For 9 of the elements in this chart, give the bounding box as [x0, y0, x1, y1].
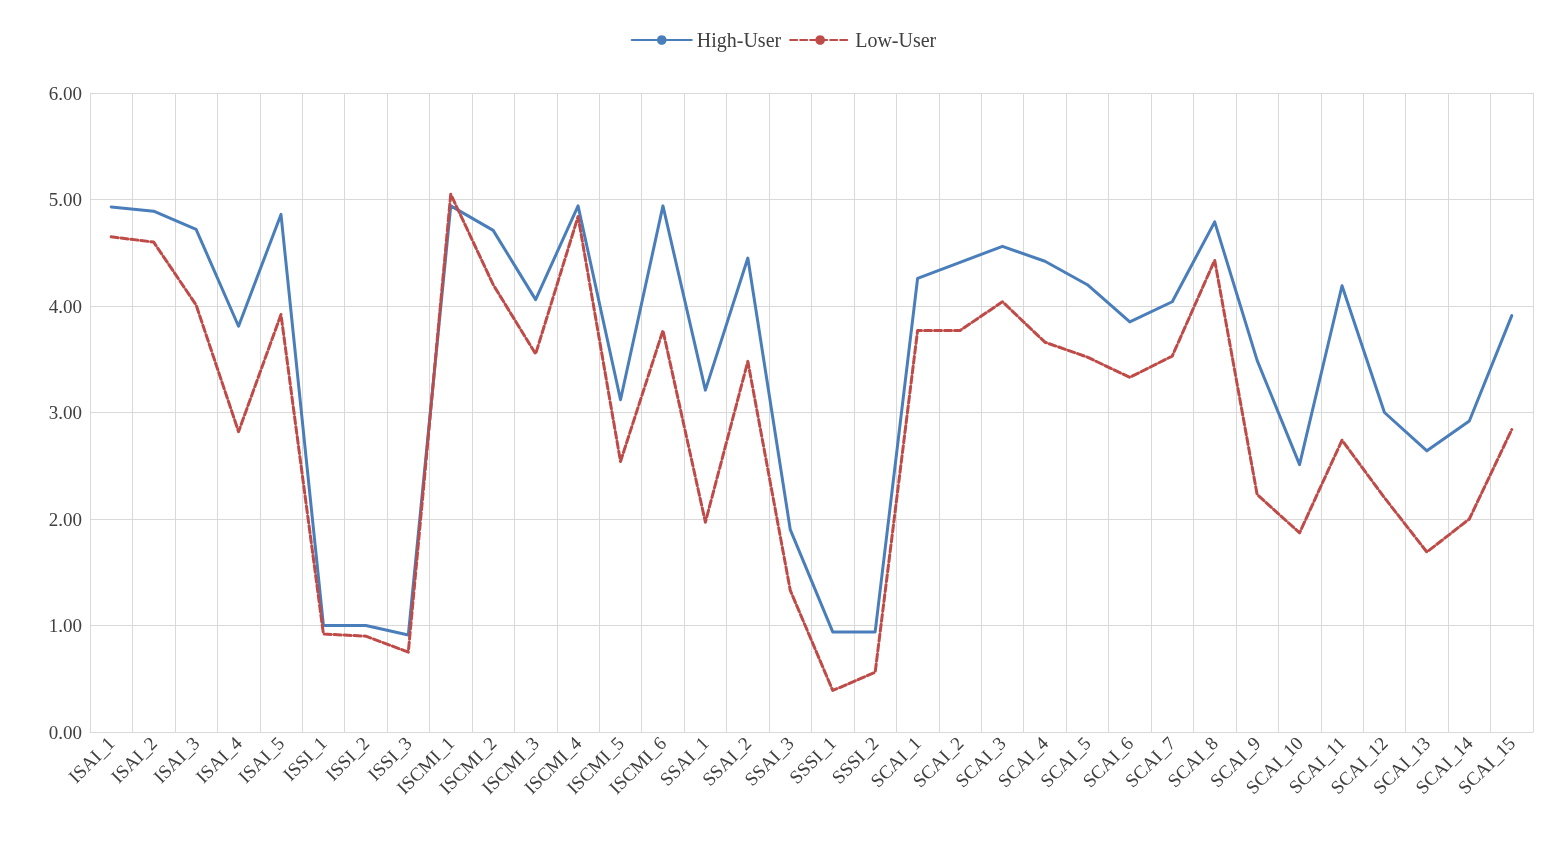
y-tick-label: 5.00: [48, 189, 82, 210]
legend-label: Low-User: [855, 29, 937, 51]
y-tick-label: 6.00: [48, 82, 82, 104]
y-tick-label: 4.00: [48, 295, 82, 317]
y-tick-label: 1.00: [48, 615, 82, 636]
y-tick-label: 0.00: [48, 721, 82, 743]
legend-label: High-User: [696, 29, 782, 52]
y-tick-label: 3.00: [48, 402, 82, 423]
y-tick-label: 2.00: [48, 508, 82, 530]
